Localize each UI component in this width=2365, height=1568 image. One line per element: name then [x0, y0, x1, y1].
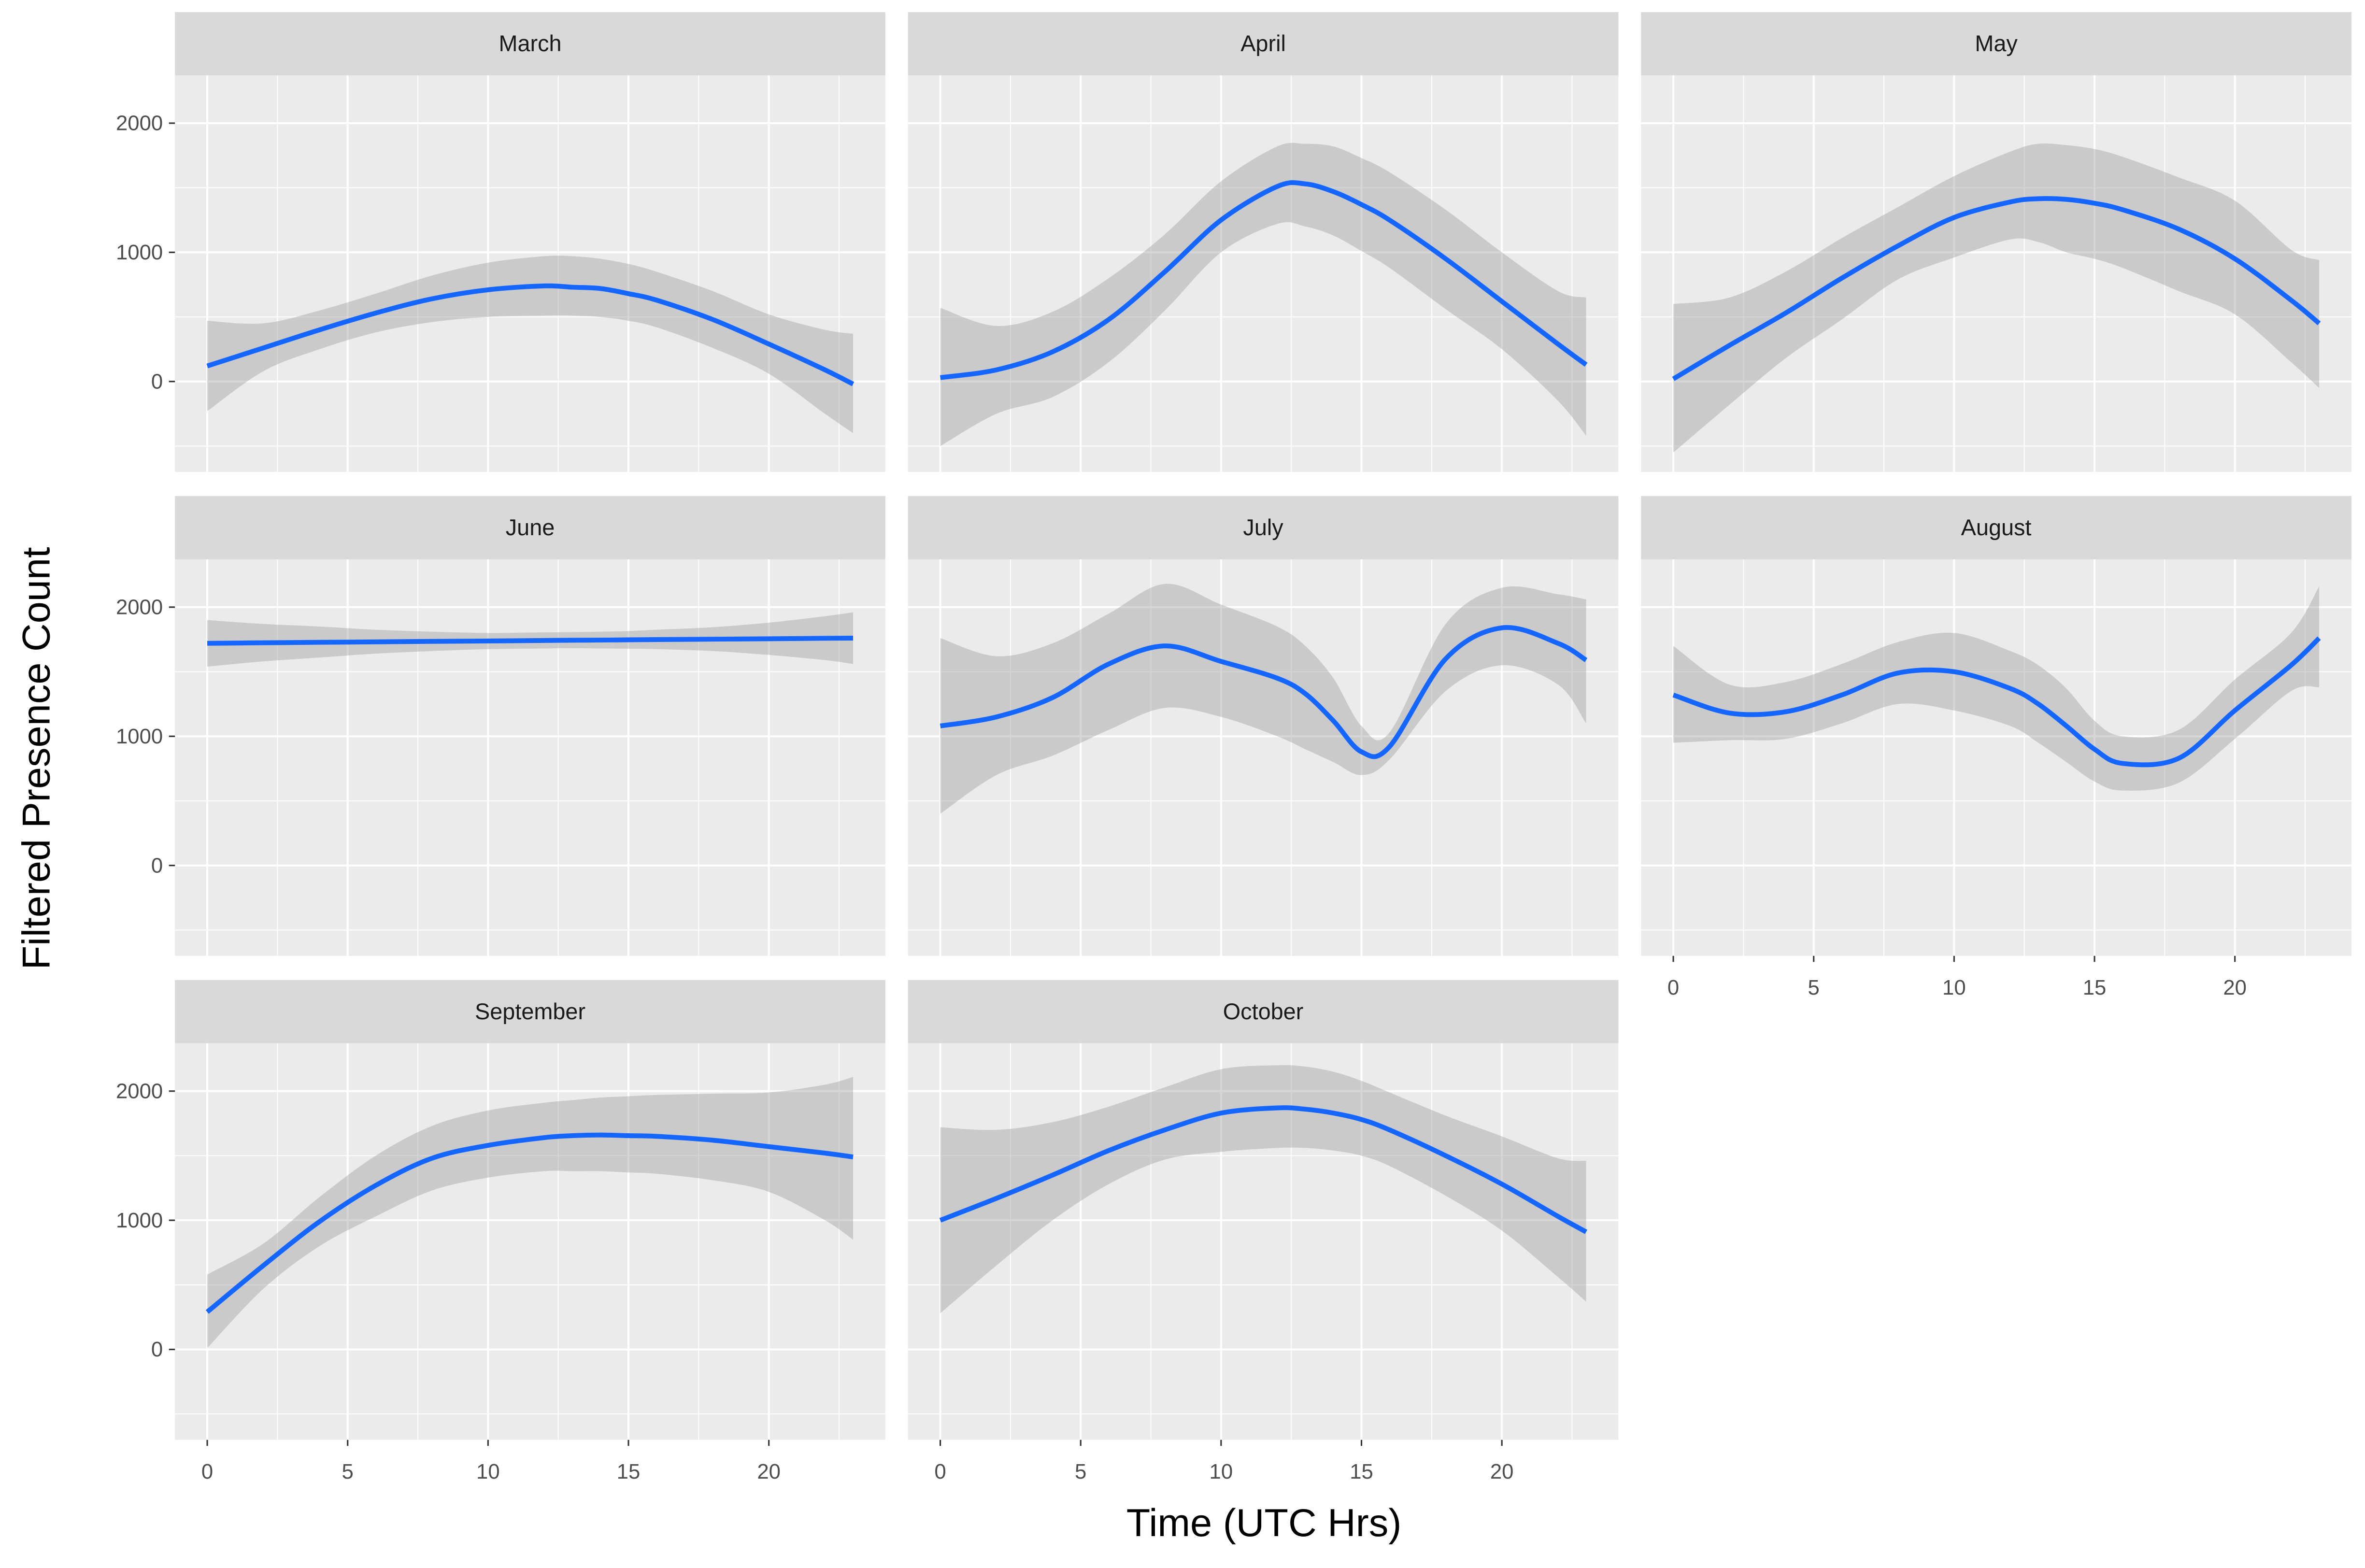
strip-title: October [1223, 999, 1304, 1024]
panel-background [1641, 75, 2351, 472]
trend-line [1672, 636, 2321, 768]
x-tick-label: 5 [342, 1460, 354, 1483]
x-tick-label: 5 [1808, 976, 1820, 999]
y-tick-label: 1000 [116, 241, 163, 264]
strip-title: March [499, 31, 561, 56]
x-tick-label: 20 [757, 1460, 781, 1483]
strip [1641, 496, 2351, 559]
panel-background [1641, 559, 2351, 956]
y-tick-label: 0 [151, 1338, 163, 1361]
y-tick-label: 0 [151, 370, 163, 393]
x-tick-label: 5 [1075, 1460, 1086, 1483]
trend-line [206, 283, 855, 386]
x-tick-label: 20 [1490, 1460, 1514, 1483]
y-tick-label: 2000 [116, 1079, 163, 1103]
x-tick-label: 0 [201, 1460, 213, 1483]
strip-title: June [506, 515, 555, 540]
strip [908, 12, 1619, 76]
strip-title: May [1975, 31, 2018, 56]
panel-background [908, 75, 1619, 472]
y-tick-label: 2000 [116, 112, 163, 135]
x-tick-label: 0 [1667, 976, 1679, 999]
strip-title: August [1961, 515, 2032, 540]
confidence-band [207, 256, 854, 433]
x-tick-label: 0 [934, 1460, 946, 1483]
strip-title: April [1240, 31, 1286, 56]
trend-line [1672, 196, 2321, 381]
strip [908, 496, 1619, 559]
strip-title: September [475, 999, 585, 1024]
x-tick-label: 15 [1350, 1460, 1373, 1483]
x-tick-label: 20 [2223, 976, 2247, 999]
strip [1641, 12, 2351, 76]
confidence-band [940, 1065, 1586, 1313]
trend-line [205, 1132, 854, 1314]
y-tick-label: 1000 [116, 725, 163, 748]
confidence-band [207, 1077, 854, 1348]
x-tick-label: 10 [1210, 1460, 1233, 1483]
strip-title: July [1243, 515, 1283, 540]
strip [908, 980, 1619, 1043]
panel-background [175, 75, 885, 472]
strip [175, 980, 885, 1043]
strip [175, 12, 885, 76]
x-axis-title: Time (UTC Hrs) [1126, 1501, 1402, 1545]
y-axis-title: Filtered Presence Count [15, 547, 58, 969]
trend-line [939, 1105, 1587, 1234]
trend-line [207, 636, 854, 646]
strip [175, 496, 885, 559]
x-tick-label: 10 [1942, 976, 1966, 999]
confidence-band [1673, 586, 2320, 791]
x-tick-label: 15 [2083, 976, 2107, 999]
trend-line [940, 180, 1588, 380]
panel-background [908, 559, 1619, 956]
y-tick-label: 2000 [116, 596, 163, 619]
trend-line [940, 625, 1588, 759]
panel-background [175, 559, 885, 956]
confidence-band [940, 143, 1586, 446]
x-tick-label: 15 [617, 1460, 641, 1483]
y-tick-label: 1000 [116, 1209, 163, 1232]
confidence-band [940, 584, 1586, 814]
y-tick-label: 0 [151, 854, 163, 877]
x-tick-label: 10 [476, 1460, 500, 1483]
